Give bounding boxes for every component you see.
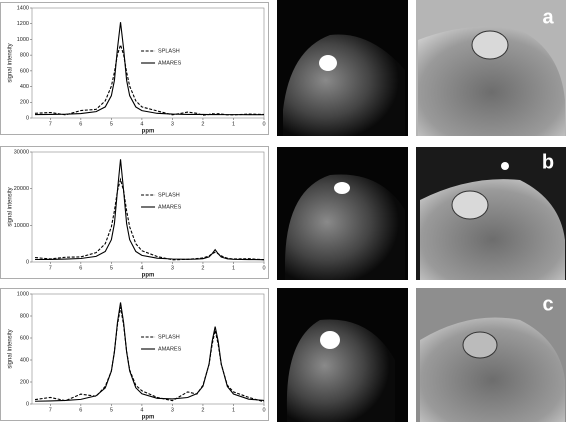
mri-head-c — [462, 331, 498, 359]
panel-label: b — [542, 151, 554, 173]
x-tick-label: 1 — [232, 121, 235, 127]
x-tick-label: 0 — [262, 121, 265, 127]
y-tick-label: 800 — [20, 53, 29, 59]
mri-spot-b — [334, 182, 350, 194]
legend-label: AMARES — [158, 346, 182, 352]
plot-frame — [31, 7, 265, 119]
x-tick-label: 5 — [110, 121, 113, 127]
x-tick-label: 6 — [79, 407, 82, 413]
x-tick-label: 0 — [262, 265, 265, 271]
panel-label: c — [542, 293, 553, 315]
x-tick-label: 1 — [232, 407, 235, 413]
x-tick-label: 4 — [140, 265, 143, 271]
mri-tissue-a — [418, 26, 565, 137]
mri-spot-a — [319, 55, 337, 71]
plot-frame — [31, 293, 265, 405]
x-tick-label: 3 — [171, 121, 174, 127]
mri-head-a — [471, 30, 509, 60]
x-axis-label: ppm — [142, 129, 155, 135]
mri-head-b — [451, 190, 489, 220]
legend-label: AMARES — [158, 60, 182, 66]
y-tick-label: 800 — [20, 313, 29, 319]
y-tick-label: 600 — [20, 335, 29, 341]
mri-shoulder-a — [283, 34, 405, 136]
x-tick-label: 1 — [232, 265, 235, 271]
y-tick-label: 1000 — [17, 291, 29, 297]
y-tick-label: 0 — [26, 259, 29, 265]
mri-shoulder-b — [285, 174, 405, 280]
x-tick-label: 5 — [110, 265, 113, 271]
x-tick-label: 7 — [49, 407, 52, 413]
x-tick-label: 3 — [171, 265, 174, 271]
y-tick-label: 1400 — [17, 5, 29, 11]
x-tick-label: 6 — [79, 265, 82, 271]
chart-frame — [0, 146, 269, 279]
y-axis-label: signal intensity — [8, 187, 14, 226]
x-tick-label: 7 — [49, 265, 52, 271]
x-tick-label: 3 — [171, 407, 174, 413]
y-axis-label: signal intensity — [8, 43, 14, 82]
y-tick-label: 0 — [26, 115, 29, 121]
x-tick-label: 2 — [201, 407, 204, 413]
y-tick-label: 10000 — [14, 223, 29, 229]
x-tick-label: 4 — [140, 407, 143, 413]
spectrum-line — [35, 22, 264, 116]
x-axis-label: ppm — [142, 273, 155, 279]
y-tick-label: 30000 — [14, 149, 29, 155]
y-tick-label: 1200 — [17, 21, 29, 27]
y-tick-label: 200 — [20, 379, 29, 385]
spectrum-line — [35, 159, 265, 261]
mri-images — [277, 0, 566, 422]
x-tick-label: 4 — [140, 121, 143, 127]
legend-label: SPLASH — [158, 334, 180, 340]
mri-spot-b2 — [501, 162, 509, 170]
panel-label: a — [542, 6, 554, 28]
y-tick-label: 20000 — [14, 186, 29, 192]
legend-label: SPLASH — [158, 192, 180, 198]
y-tick-label: 600 — [20, 68, 29, 74]
plot-frame — [31, 151, 265, 263]
y-tick-label: 0 — [26, 401, 29, 407]
x-tick-label: 6 — [79, 121, 82, 127]
y-tick-label: 1000 — [17, 37, 29, 43]
x-axis-label: ppm — [142, 415, 155, 421]
x-tick-label: 2 — [201, 265, 204, 271]
mri-spot-c — [320, 331, 340, 349]
legend-label: AMARES — [158, 204, 182, 210]
mri-tissue-c — [420, 317, 565, 422]
y-tick-label: 400 — [20, 357, 29, 363]
x-tick-label: 2 — [201, 121, 204, 127]
x-tick-label: 0 — [262, 407, 265, 413]
x-tick-label: 5 — [110, 407, 113, 413]
spectrum-line — [35, 43, 265, 116]
y-axis-label: signal intensity — [8, 329, 14, 368]
y-tick-label: 200 — [20, 100, 29, 106]
spectrum-line — [35, 302, 265, 402]
mri-shoulder-c — [286, 319, 395, 422]
x-tick-label: 7 — [49, 121, 52, 127]
legend-label: SPLASH — [158, 48, 180, 54]
y-tick-label: 400 — [20, 84, 29, 90]
